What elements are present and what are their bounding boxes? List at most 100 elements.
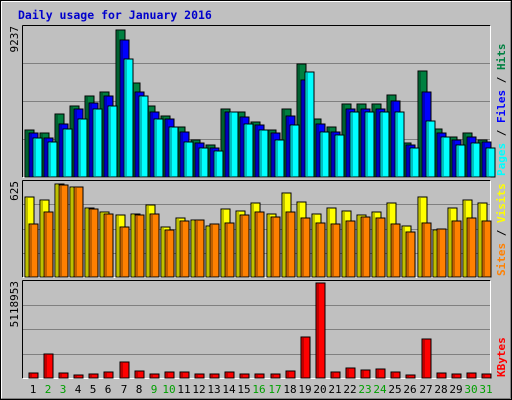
bar-pages-day-1 — [32, 137, 43, 178]
bar-kbytes-day-8 — [134, 370, 145, 379]
panel-visits-sites: 625 Sites / Visits — [8, 180, 508, 278]
bar-body — [28, 372, 39, 379]
bar-shade — [328, 209, 330, 276]
bar-sites-day-12 — [194, 219, 205, 278]
bar-kbytes-day-14 — [224, 371, 235, 379]
x-tick-day-16: 16 — [252, 383, 265, 396]
y-max-label: 9237 — [8, 26, 21, 53]
bar-shade — [468, 138, 470, 176]
bar-shade — [347, 222, 349, 276]
bar-shade — [381, 113, 383, 176]
x-tick-day-30: 30 — [464, 383, 477, 396]
bar-pages-day-22 — [349, 111, 360, 178]
bar-shade — [26, 198, 28, 276]
bar-kbytes-day-17 — [270, 373, 281, 379]
bar-shade — [101, 213, 103, 276]
bar-kbytes-day-31 — [481, 373, 492, 379]
x-tick-day-18: 18 — [283, 383, 296, 396]
bar-kbytes-day-3 — [58, 372, 69, 379]
bar-shade — [90, 104, 92, 176]
bar-body — [360, 216, 371, 278]
bar-shade — [71, 188, 73, 276]
bar-shade — [252, 204, 254, 276]
side-legend-item: Hits — [495, 44, 508, 71]
bar-shade — [230, 113, 232, 176]
bar-shade — [90, 210, 92, 276]
bar-shade — [268, 215, 270, 276]
bar-shade — [105, 97, 107, 176]
bar-shade — [30, 225, 32, 276]
bar-shade — [125, 60, 127, 176]
bar-shade — [317, 224, 319, 276]
bar-body — [466, 217, 477, 278]
bar-shade — [287, 372, 289, 377]
bar-body — [47, 141, 58, 178]
bar-shade — [362, 371, 364, 377]
bar-kbytes-day-20 — [315, 282, 326, 379]
bar-body — [304, 71, 315, 178]
bar-shade — [313, 215, 315, 276]
bar-shade — [392, 102, 394, 176]
bar-sites-day-8 — [134, 214, 145, 278]
bar-pages-day-6 — [107, 105, 118, 178]
side-legend-item: Files — [495, 90, 508, 123]
x-tick-day-14: 14 — [222, 383, 236, 396]
bar-shade — [332, 225, 334, 276]
x-tick-day-1: 1 — [30, 383, 37, 396]
bar-shade — [166, 373, 168, 377]
bar-body — [405, 231, 416, 278]
bar-body — [103, 213, 114, 278]
x-tick-day-9: 9 — [151, 383, 158, 396]
bar-shade — [222, 110, 224, 176]
bar-kbytes-day-12 — [194, 373, 205, 379]
x-tick-day-15: 15 — [237, 383, 250, 396]
x-tick-labels: 1 2 3 4 5 6 7 8 9 10 11 12 13 14 15 16 17 18 19 20 21 22 23 24 2… — [30, 383, 493, 396]
x-tick-day-6: 6 — [105, 383, 112, 396]
bar-pages-day-30 — [470, 142, 481, 178]
bar-shade — [105, 215, 107, 276]
bar-shade — [34, 139, 36, 176]
bar-kbytes-day-9 — [149, 373, 160, 379]
bar-shade — [211, 149, 213, 176]
side-legend-item: KBytes — [495, 337, 508, 377]
bar-shade — [241, 375, 243, 377]
bar-shade — [211, 225, 213, 276]
bar-body — [153, 118, 164, 178]
bar-pages-day-27 — [425, 120, 436, 178]
bar-sites-day-30 — [466, 217, 477, 278]
bar-sites-day-26 — [405, 231, 416, 278]
bar-shade — [26, 131, 28, 176]
bar-body — [224, 371, 235, 379]
bar-body — [409, 147, 420, 178]
x-tick-day-13: 13 — [207, 383, 220, 396]
bar-pages-day-23 — [364, 111, 375, 178]
bar-shade — [56, 185, 58, 276]
bar-body — [243, 123, 254, 178]
bar-shade — [105, 373, 107, 377]
bar-sites-day-18 — [285, 211, 296, 278]
bar-shade — [298, 203, 300, 276]
bar-sites-day-1 — [28, 223, 39, 278]
bar-sites-day-13 — [209, 223, 220, 278]
bar-sites-day-3 — [58, 184, 69, 278]
bar-shade — [419, 198, 421, 276]
bar-body — [179, 371, 190, 379]
bar-pages-day-2 — [47, 141, 58, 178]
bar-shade — [211, 375, 213, 377]
bar-body — [92, 108, 103, 178]
bar-body — [58, 184, 69, 278]
bar-pages-day-8 — [138, 95, 149, 178]
bar-shade — [121, 41, 123, 176]
bar-body — [300, 217, 311, 278]
bar-shade — [272, 134, 274, 176]
bar-body — [254, 211, 265, 278]
bar-shade — [94, 110, 96, 176]
bar-shade — [287, 117, 289, 176]
bar-body — [254, 373, 265, 379]
bar-body — [194, 373, 205, 379]
bar-kbytes-day-19 — [300, 336, 311, 379]
chart-title: Daily usage for January 2016 — [18, 8, 212, 22]
bar-pages-day-4 — [77, 118, 88, 178]
bar-kbytes-day-27 — [421, 338, 432, 379]
